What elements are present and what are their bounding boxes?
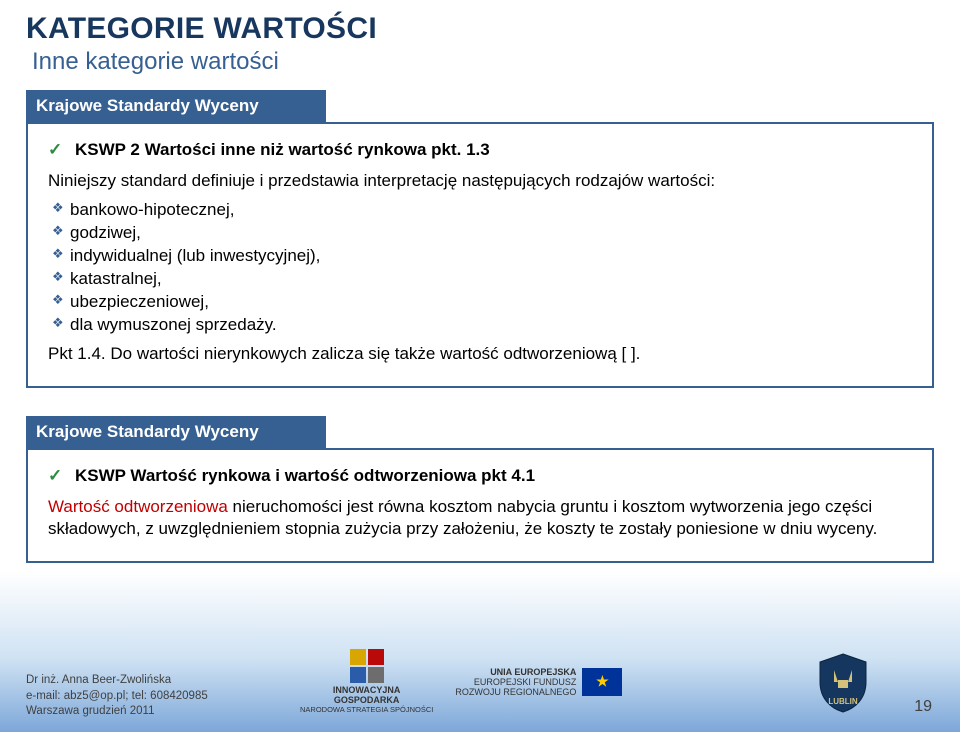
ue-line-3: ROZWOJU REGIONALNEGO (455, 687, 576, 697)
ig-line-2: GOSPODARKA (334, 695, 400, 705)
footer-line-3: Warszawa grudzień 2011 (26, 704, 208, 720)
footer-line-1: Dr inż. Anna Beer-Zwolińska (26, 673, 208, 689)
check-icon: ✓ (48, 140, 62, 159)
section-2-check: ✓ KSWP Wartość rynkowa i wartość odtworz… (48, 466, 916, 486)
section-1-tab: Krajowe Standardy Wyceny (26, 90, 326, 122)
eu-flag-icon: ★ (582, 668, 622, 696)
shield-logo: LUBLIN (816, 652, 870, 714)
footer: Dr inż. Anna Beer-Zwolińska e-mail: abz5… (26, 673, 208, 720)
page-title: KATEGORIE WARTOŚCI (26, 12, 934, 46)
ig-cube-icon (350, 649, 384, 683)
bullet-item: katastralnej, (52, 268, 916, 291)
logo-unia-europejska: UNIA EUROPEJSKA EUROPEJSKI FUNDUSZ ROZWO… (455, 667, 622, 697)
section-1-check: ✓ KSWP 2 Wartości inne niż wartość rynko… (48, 140, 916, 160)
svg-text:LUBLIN: LUBLIN (828, 697, 858, 706)
bullet-item: ubezpieczeniowej, (52, 291, 916, 314)
check-icon: ✓ (48, 466, 62, 485)
logos: INNOWACYJNA GOSPODARKA NARODOWA STRATEGI… (300, 649, 622, 714)
section-2: Krajowe Standardy Wyceny ✓ KSWP Wartość … (26, 416, 934, 564)
logo-innowacyjna-gospodarka: INNOWACYJNA GOSPODARKA NARODOWA STRATEGI… (300, 649, 433, 714)
bullet-item: bankowo-hipotecznej, (52, 199, 916, 222)
section-1-bullets: bankowo-hipotecznej, godziwej, indywidua… (52, 199, 916, 337)
section-1-check-text: KSWP 2 Wartości inne niż wartość rynkowa… (75, 140, 490, 159)
section-2-red-lead: Wartość odtworzeniowa (48, 497, 228, 516)
ig-line-3: NARODOWA STRATEGIA SPÓJNOŚCI (300, 705, 433, 714)
section-1-box: ✓ KSWP 2 Wartości inne niż wartość rynko… (26, 122, 934, 388)
bullet-item: godziwej, (52, 222, 916, 245)
section-2-tab: Krajowe Standardy Wyceny (26, 416, 326, 448)
section-2-check-text: KSWP Wartość rynkowa i wartość odtworzen… (75, 466, 535, 485)
ue-line-1: UNIA EUROPEJSKA (455, 667, 576, 677)
section-2-body: Wartość odtworzeniowa nieruchomości jest… (48, 496, 916, 542)
section-1-tail: Pkt 1.4. Do wartości nierynkowych zalicz… (48, 343, 916, 366)
section-2-box: ✓ KSWP Wartość rynkowa i wartość odtworz… (26, 448, 934, 564)
page-number: 19 (914, 698, 932, 716)
ue-line-2: EUROPEJSKI FUNDUSZ (455, 677, 576, 687)
bullet-item: indywidualnej (lub inwestycyjnej), (52, 245, 916, 268)
section-1-intro: Niniejszy standard definiuje i przedstaw… (48, 170, 916, 193)
ig-line-1: INNOWACYJNA (333, 685, 401, 695)
footer-line-2: e-mail: abz5@op.pl; tel: 608420985 (26, 689, 208, 705)
bullet-item: dla wymuszonej sprzedaży. (52, 314, 916, 337)
page-subtitle: Inne kategorie wartości (32, 48, 934, 76)
section-1: Krajowe Standardy Wyceny ✓ KSWP 2 Wartoś… (26, 90, 934, 388)
slide: KATEGORIE WARTOŚCI Inne kategorie wartoś… (0, 0, 960, 732)
